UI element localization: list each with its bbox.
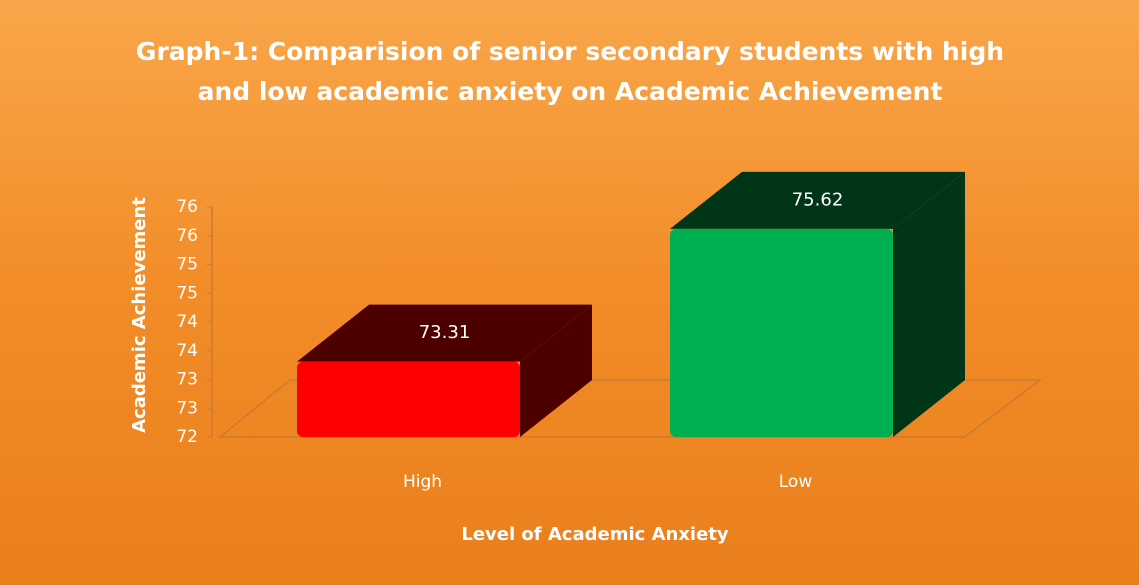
y-tick-label: 72: [176, 427, 198, 447]
bar: [670, 228, 893, 437]
bar-top: [670, 171, 965, 229]
bar-side: [520, 304, 592, 437]
y-tick-label: 76: [176, 226, 198, 246]
y-axis-label: Academic Achievement: [129, 197, 150, 433]
bar-top: [297, 304, 592, 362]
y-tick-label: 74: [176, 312, 198, 332]
x-tick-label: High: [403, 472, 442, 492]
bar: [297, 361, 520, 437]
data-label: 75.62: [792, 189, 844, 210]
y-tick-label: 76: [176, 197, 198, 217]
y-tick-label: 73: [176, 370, 198, 390]
x-tick-label: Low: [779, 472, 813, 492]
y-tick-label: 75: [176, 283, 198, 303]
y-tick-label: 75: [176, 255, 198, 275]
bar-side: [893, 171, 965, 437]
data-label: 73.31: [419, 322, 471, 343]
y-tick-label: 74: [176, 341, 198, 361]
y-tick-label: 73: [176, 398, 198, 418]
chart-title: Graph-1: Comparision of senior secondary…: [135, 37, 1005, 106]
x-axis-label: Level of Academic Anxiety: [461, 524, 729, 545]
